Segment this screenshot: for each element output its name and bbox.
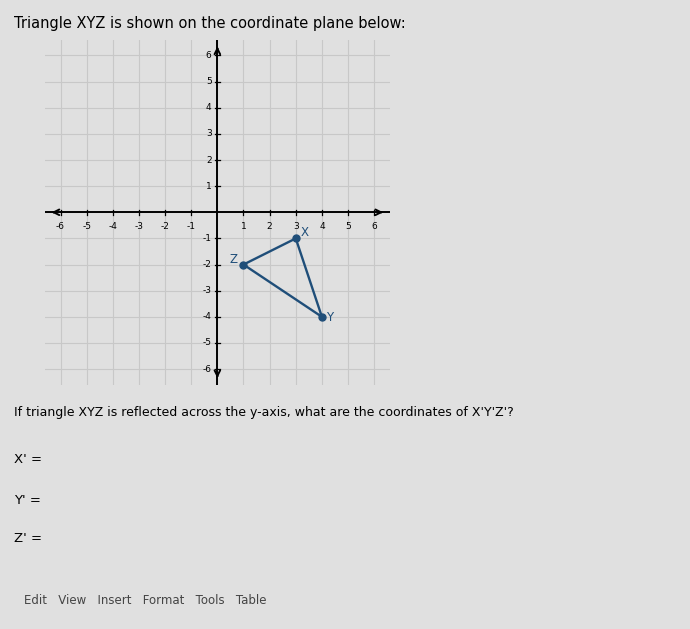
- Text: Triangle XYZ is shown on the coordinate plane below:: Triangle XYZ is shown on the coordinate …: [14, 16, 406, 31]
- Text: -5: -5: [203, 338, 212, 347]
- Text: 2: 2: [206, 155, 212, 165]
- Text: -6: -6: [203, 365, 212, 374]
- Text: Y' =: Y' =: [14, 494, 41, 507]
- Text: -4: -4: [108, 222, 117, 231]
- Text: -2: -2: [161, 222, 170, 231]
- Text: 6: 6: [371, 222, 377, 231]
- Text: 6: 6: [206, 51, 212, 60]
- Text: If triangle XYZ is reflected across the y-axis, what are the coordinates of X'Y': If triangle XYZ is reflected across the …: [14, 406, 513, 419]
- Text: -3: -3: [203, 286, 212, 295]
- Text: -6: -6: [56, 222, 65, 231]
- Text: 4: 4: [206, 103, 212, 112]
- Text: 3: 3: [293, 222, 299, 231]
- Text: Edit   View   Insert   Format   Tools   Table: Edit View Insert Format Tools Table: [24, 594, 266, 607]
- Text: 2: 2: [267, 222, 273, 231]
- Text: -1: -1: [203, 234, 212, 243]
- Text: 5: 5: [206, 77, 212, 86]
- Text: 5: 5: [345, 222, 351, 231]
- Text: -1: -1: [187, 222, 196, 231]
- Text: X: X: [301, 226, 309, 239]
- Text: 4: 4: [319, 222, 325, 231]
- Text: -3: -3: [135, 222, 144, 231]
- Text: -2: -2: [203, 260, 212, 269]
- Text: Z' =: Z' =: [14, 532, 42, 545]
- Text: -4: -4: [203, 313, 212, 321]
- Text: 3: 3: [206, 130, 212, 138]
- Text: -5: -5: [82, 222, 91, 231]
- Text: 1: 1: [241, 222, 246, 231]
- Text: Y: Y: [326, 311, 333, 324]
- Text: X' =: X' =: [14, 453, 42, 466]
- Text: 1: 1: [206, 182, 212, 191]
- Text: Z: Z: [229, 253, 237, 266]
